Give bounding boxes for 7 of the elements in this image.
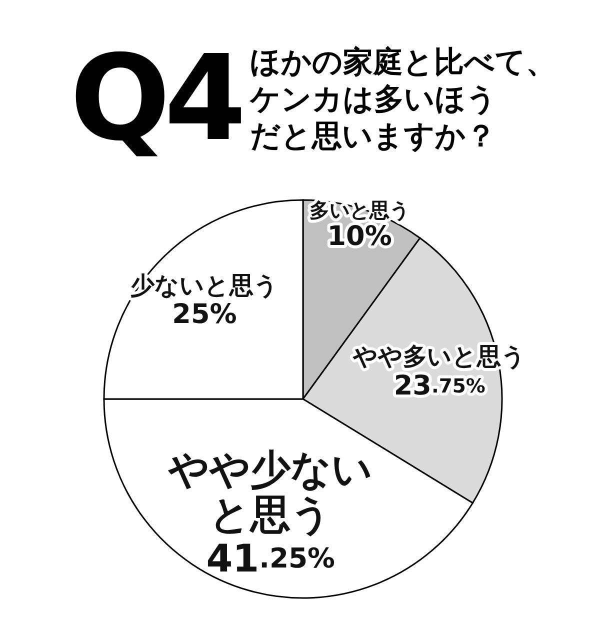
chart-title: Q4 (70, 28, 240, 168)
data-label: 10% (327, 220, 392, 252)
data-label: 25% (172, 298, 237, 330)
data-label: 23.75% (394, 370, 486, 401)
chart-subtitle: ほかの家庭と比べて、ケンカは多いほうだと思いますか？ (250, 44, 556, 155)
data-label: 41.25% (206, 536, 335, 581)
slice-label: やや少ないと思う (168, 447, 373, 538)
